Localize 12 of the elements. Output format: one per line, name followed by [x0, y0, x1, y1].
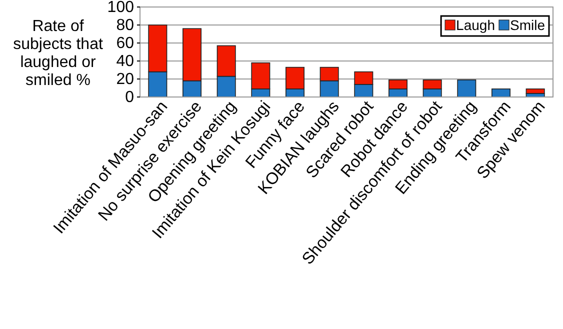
y-tick-label: 20 [116, 71, 134, 88]
bar [457, 80, 476, 98]
y-tick-label: 60 [116, 35, 134, 52]
y-tick-label: 100 [107, 0, 134, 16]
y-axis-title: Rate of subjects that laughed or smiled % [13, 18, 104, 89]
y-tick-label: 40 [116, 53, 134, 70]
y-tick-label: 80 [116, 17, 134, 34]
legend-label: Laugh [456, 17, 495, 33]
legend-label: Smile [510, 17, 546, 33]
bar [491, 88, 510, 98]
bar [526, 88, 545, 94]
y-tick-label: 0 [125, 89, 134, 106]
